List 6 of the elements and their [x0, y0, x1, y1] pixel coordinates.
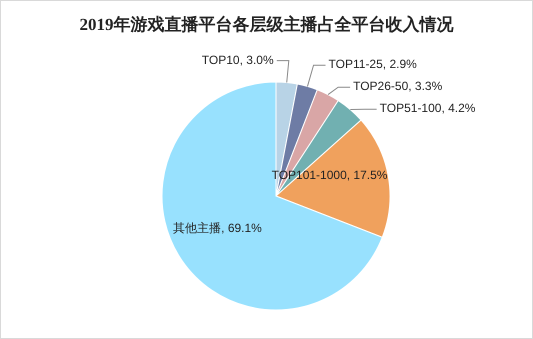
chart-title: 2019年游戏直播平台各层级主播占全平台收入情况 — [80, 15, 454, 34]
slice-label: TOP11-25, 2.9% — [328, 57, 417, 72]
slice-label: TOP26-50, 3.3% — [353, 79, 442, 94]
slice-label: TOP51-100, 4.2% — [380, 101, 476, 116]
slice-label: TOP10, 3.0% — [202, 52, 274, 68]
slice-label: 其他主播, 69.1% — [173, 220, 262, 236]
